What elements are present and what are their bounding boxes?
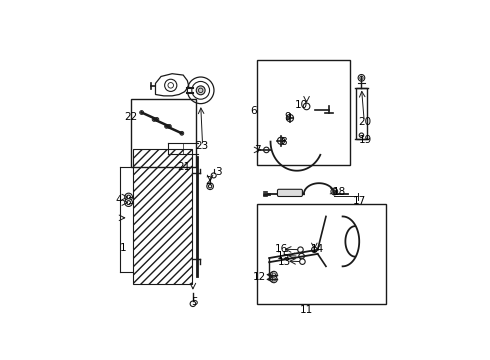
- Circle shape: [180, 131, 184, 135]
- Text: 18: 18: [333, 187, 346, 197]
- Circle shape: [196, 86, 205, 95]
- Text: 6: 6: [250, 106, 257, 116]
- Text: 7: 7: [254, 145, 261, 155]
- Text: 14: 14: [311, 244, 324, 254]
- Circle shape: [190, 301, 196, 306]
- Circle shape: [303, 103, 310, 110]
- Text: 22: 22: [125, 112, 138, 122]
- Circle shape: [277, 137, 285, 144]
- Text: 23: 23: [195, 141, 208, 151]
- Circle shape: [152, 117, 156, 121]
- Text: 3: 3: [215, 167, 222, 177]
- FancyBboxPatch shape: [277, 189, 302, 197]
- Circle shape: [270, 276, 277, 283]
- Text: 5: 5: [191, 297, 197, 307]
- Circle shape: [165, 125, 169, 128]
- Text: 10: 10: [295, 100, 308, 110]
- Circle shape: [211, 173, 216, 178]
- Circle shape: [125, 199, 132, 207]
- Text: 21: 21: [177, 162, 191, 172]
- Text: 2: 2: [206, 176, 212, 186]
- Text: 13: 13: [278, 257, 291, 267]
- Circle shape: [155, 117, 159, 121]
- Circle shape: [299, 253, 304, 259]
- Text: 11: 11: [300, 305, 313, 315]
- Circle shape: [168, 125, 172, 128]
- Text: 20: 20: [358, 117, 371, 127]
- Text: 9: 9: [284, 112, 291, 122]
- Circle shape: [207, 183, 214, 190]
- Circle shape: [358, 75, 365, 81]
- Circle shape: [298, 247, 303, 252]
- Circle shape: [125, 193, 132, 201]
- Polygon shape: [133, 149, 192, 284]
- Text: 1: 1: [120, 243, 126, 253]
- Circle shape: [140, 111, 144, 114]
- Circle shape: [286, 114, 294, 122]
- Circle shape: [331, 188, 338, 195]
- Text: 15: 15: [277, 251, 290, 261]
- Text: 12: 12: [253, 273, 266, 283]
- Circle shape: [264, 147, 269, 153]
- Text: 16: 16: [274, 244, 288, 254]
- Circle shape: [312, 247, 317, 252]
- Text: 8: 8: [280, 137, 287, 147]
- Text: 4: 4: [115, 195, 122, 205]
- Circle shape: [300, 259, 305, 264]
- Text: 19: 19: [359, 135, 372, 145]
- Circle shape: [270, 271, 277, 278]
- Text: 17: 17: [353, 195, 367, 206]
